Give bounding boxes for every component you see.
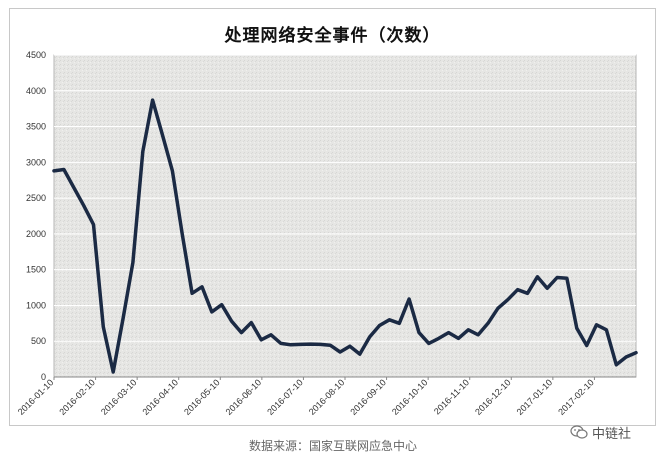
y-tick-label: 4000 — [26, 86, 46, 96]
y-tick-label: 0 — [41, 372, 46, 382]
x-tick-label: 2017-01-10 — [515, 377, 555, 417]
x-tick-label: 2016-04-10 — [140, 377, 180, 417]
x-tick-label: 2016-11-10 — [432, 377, 471, 416]
x-tick-label: 2016-05-10 — [182, 377, 222, 417]
y-tick-label: 3000 — [26, 157, 46, 167]
x-tick-label: 2016-07-10 — [265, 377, 305, 417]
series-line — [52, 98, 638, 374]
x-tick-label: 2016-03-10 — [99, 377, 139, 417]
brand-mark: 中链社 — [570, 423, 632, 442]
x-tick-label: 2016-02-10 — [57, 377, 97, 417]
brand-name: 中链社 — [592, 426, 632, 442]
y-tick-label: 4500 — [26, 50, 46, 60]
y-tick-label: 2000 — [26, 229, 46, 239]
source-note: 数据来源：国家互联网应急中心 — [248, 439, 417, 453]
y-tick-label: 1500 — [26, 265, 46, 275]
y-tick-label: 500 — [31, 336, 46, 346]
x-tick-label: 2016-12-10 — [473, 377, 513, 417]
x-tick-label: 2016-01-10 — [16, 377, 56, 417]
chart-title: 处理网络安全事件（次数） — [224, 26, 441, 46]
x-tick-label: 2016-09-10 — [348, 377, 388, 417]
y-tick-label: 2500 — [26, 193, 46, 203]
wechat-icon — [570, 425, 588, 439]
plot-area — [53, 54, 637, 378]
x-tick-label: 2016-08-10 — [307, 377, 347, 417]
x-tick-label: 2016-10-10 — [390, 377, 430, 417]
y-tick-label: 3500 — [26, 122, 46, 132]
y-tick-label: 1000 — [26, 300, 46, 310]
x-tick-label: 2016-06-10 — [224, 377, 264, 417]
x-tick-label: 2017-02-10 — [556, 377, 596, 417]
